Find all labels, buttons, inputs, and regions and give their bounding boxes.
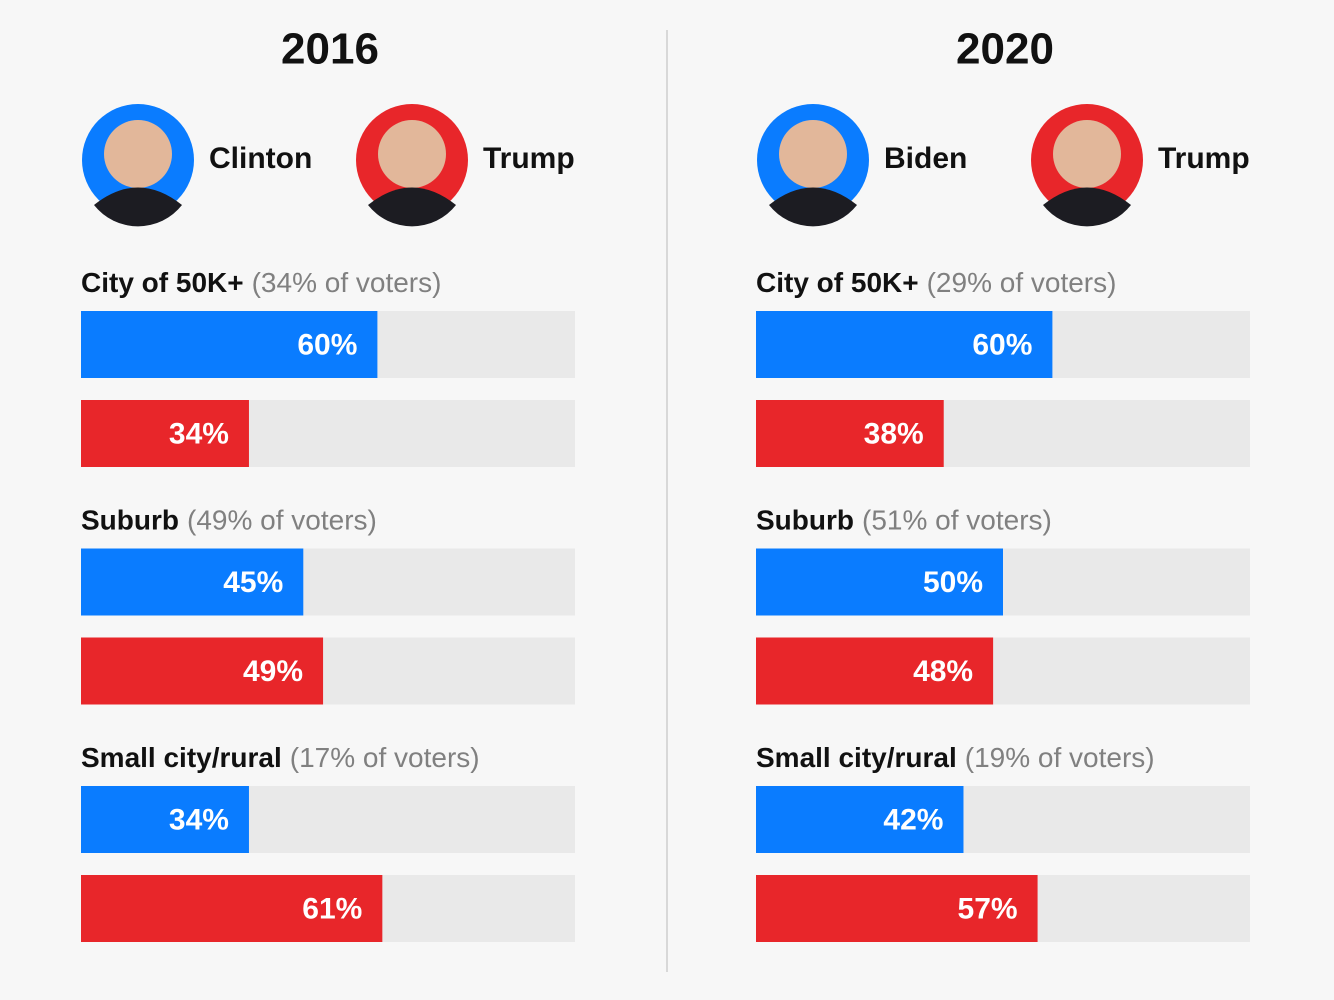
value-label: 50% — [923, 566, 983, 599]
category-note: (17% of voters) — [290, 742, 480, 773]
bar — [81, 637, 324, 705]
legend-label: Trump — [1158, 142, 1250, 175]
legend-label: Biden — [884, 142, 967, 175]
bar — [756, 637, 994, 705]
bar — [81, 786, 249, 853]
value-label: 38% — [864, 417, 924, 450]
legend-label: Clinton — [209, 142, 312, 175]
bar — [81, 875, 383, 942]
category-name: Suburb — [81, 505, 179, 536]
category-name: City of 50K+ — [756, 267, 919, 298]
value-label: 60% — [297, 328, 357, 361]
avatar-face — [378, 120, 446, 188]
category-name: Small city/rural — [81, 742, 282, 773]
value-label: 61% — [302, 892, 362, 925]
bar — [756, 786, 964, 853]
category-name: City of 50K+ — [81, 267, 244, 298]
category-name: Small city/rural — [756, 742, 957, 773]
value-label: 57% — [958, 892, 1018, 925]
category-note: (34% of voters) — [252, 267, 442, 298]
value-label: 45% — [223, 566, 283, 599]
bar — [756, 548, 1003, 616]
category-label: City of 50K+ (34% of voters) — [81, 267, 441, 298]
category-label: Suburb (49% of voters) — [81, 505, 377, 536]
category-note: (51% of voters) — [862, 505, 1052, 536]
value-label: 49% — [243, 655, 303, 688]
avatar-suit — [94, 187, 182, 227]
avatar-face — [1053, 120, 1121, 188]
panel-title: 2016 — [281, 25, 379, 74]
bar — [81, 548, 304, 616]
category-label: Small city/rural (19% of voters) — [756, 742, 1155, 773]
category-label: City of 50K+ (29% of voters) — [756, 267, 1116, 298]
avatar-suit — [368, 187, 456, 227]
category-label: Suburb (51% of voters) — [756, 505, 1052, 536]
bar — [756, 400, 944, 467]
avatar-face — [104, 120, 172, 188]
bar — [756, 875, 1038, 942]
category-name: Suburb — [756, 505, 854, 536]
avatar-suit — [1043, 187, 1131, 227]
bar — [81, 311, 378, 378]
panel-title: 2020 — [956, 25, 1054, 74]
legend-label: Trump — [483, 142, 575, 175]
category-note: (29% of voters) — [927, 267, 1117, 298]
value-label: 42% — [883, 803, 943, 836]
bar — [81, 400, 249, 467]
category-label: Small city/rural (17% of voters) — [81, 742, 480, 773]
category-note: (19% of voters) — [965, 742, 1155, 773]
avatar-suit — [769, 187, 857, 227]
value-label: 60% — [972, 328, 1032, 361]
value-label: 48% — [913, 655, 973, 688]
category-note: (49% of voters) — [187, 505, 377, 536]
value-label: 34% — [169, 417, 229, 450]
bar — [756, 311, 1053, 378]
value-label: 34% — [169, 803, 229, 836]
avatar-face — [779, 120, 847, 188]
